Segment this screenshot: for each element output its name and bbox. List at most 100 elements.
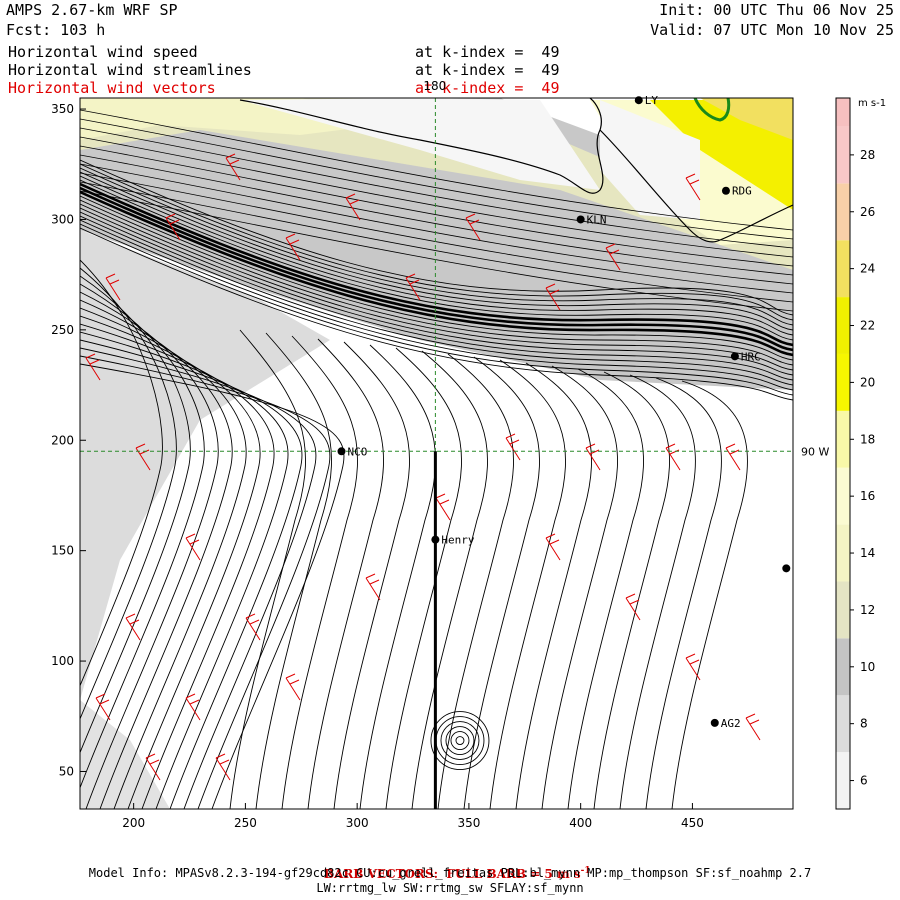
wind-speed-shading <box>80 98 793 809</box>
streamline <box>80 118 793 240</box>
y-tick-label: 300 <box>51 212 74 226</box>
wind-barb <box>95 693 111 721</box>
streamline <box>80 227 793 401</box>
grounding-line <box>693 98 731 122</box>
wind-barb <box>215 753 231 781</box>
colorbar-segment <box>836 353 850 411</box>
model-info: Model Info: MPASv8.2.3-194-gf29cd82c CU:… <box>88 866 812 880</box>
wind-barb <box>145 753 161 781</box>
colorbar-tick-label: 22 <box>860 319 875 333</box>
forecast-hour: Fcst: 103 h <box>6 21 106 39</box>
station-label: AG2 <box>721 717 741 730</box>
field-level-vectors: at k-index = 49 <box>415 79 560 97</box>
streamline <box>80 211 793 381</box>
speed-band-light <box>80 230 330 700</box>
streamline <box>80 203 793 371</box>
wind-barb <box>465 213 481 241</box>
colorbar-segment <box>836 240 850 298</box>
streamline <box>80 175 793 336</box>
wind-barb <box>345 193 361 221</box>
colorbar: 28 26 24 22 20 18 16 14 12 10 8 6 m s-1 <box>835 97 886 810</box>
streamline <box>80 339 303 809</box>
streamline <box>281 335 358 809</box>
station-marker <box>782 564 791 573</box>
streamline <box>80 171 793 331</box>
wind-barb <box>685 173 701 201</box>
wind-barbs <box>85 153 761 781</box>
field-level-speed: at k-index = 49 <box>415 43 560 61</box>
colorbar-tick-label: 16 <box>860 489 875 503</box>
y-tick-label: 150 <box>51 544 74 558</box>
streamline <box>80 136 793 258</box>
y-tick-label: 350 <box>51 102 74 116</box>
colorbar-tick-label: 18 <box>860 432 875 446</box>
station-marker <box>431 535 440 544</box>
y-tick-label: 200 <box>51 433 74 447</box>
model-info-line2: LW:rrtmg_lw SW:rrtmg_sw SFLAY:sf_mynn <box>316 881 584 895</box>
streamline <box>80 186 793 352</box>
wind-barb <box>285 673 301 701</box>
streamline <box>80 299 233 809</box>
speed-band-yellow <box>650 100 793 210</box>
streamline <box>80 154 793 276</box>
y-tick-label: 250 <box>51 323 74 337</box>
colorbar-segment <box>836 183 850 241</box>
colorbar-segment <box>836 126 850 184</box>
streamline-vortex <box>440 721 480 760</box>
field-name-speed: Horizontal wind speed <box>8 43 198 61</box>
streamline <box>80 215 793 386</box>
streamline <box>80 181 793 303</box>
wind-barb <box>185 533 201 561</box>
colorbar-tick-label: 8 <box>860 717 868 731</box>
streamline <box>359 344 436 809</box>
x-tick-label: 350 <box>457 816 480 830</box>
colorbar-segment <box>836 752 850 809</box>
x-tick-label: 200 <box>122 816 145 830</box>
colorbar-tick-label: 6 <box>860 774 868 788</box>
streamline <box>80 163 793 321</box>
streamline <box>80 291 219 809</box>
streamline-vortex <box>455 736 465 745</box>
station-label: LY <box>645 94 659 107</box>
wind-barb <box>545 283 561 311</box>
streamline <box>80 127 793 249</box>
wind-barb <box>225 153 241 181</box>
streamline <box>80 199 793 366</box>
streamline <box>80 207 793 376</box>
streamline <box>80 363 345 809</box>
map-gridlines <box>80 98 793 809</box>
speed-band-orange <box>700 98 793 140</box>
streamline <box>515 362 592 809</box>
wind-barb <box>625 593 641 621</box>
wind-barb <box>285 233 301 261</box>
land-area <box>240 98 600 190</box>
station-label: HRC <box>741 350 761 363</box>
streamlines <box>80 109 793 809</box>
wind-barb <box>185 693 201 721</box>
streamline <box>80 190 793 357</box>
field-name-streamlines: Horizontal wind streamlines <box>8 61 252 79</box>
streamline <box>80 331 289 809</box>
land-area-east <box>600 100 700 220</box>
field-level-streamlines: at k-index = 49 <box>415 61 560 79</box>
speed-band-sw <box>80 700 170 809</box>
colorbar-tick-label: 26 <box>860 205 875 219</box>
wind-barb <box>585 443 601 471</box>
station-label: NCO <box>348 445 368 458</box>
station-marker <box>634 96 643 105</box>
streamline <box>567 368 644 809</box>
x-tick-label: 250 <box>234 816 257 830</box>
meridian-label: 180 <box>423 79 446 93</box>
colorbar-tick-label: 28 <box>860 148 875 162</box>
model-title: AMPS 2.67-km WRF SP <box>6 1 178 19</box>
colorbar-segment <box>836 410 850 468</box>
x-tick-label: 450 <box>681 816 704 830</box>
streamline <box>333 341 410 809</box>
wind-barb <box>365 573 381 601</box>
streamline <box>80 219 793 391</box>
streamline <box>80 223 793 396</box>
streamline-vortex <box>430 711 490 770</box>
parallel-label: 90 W <box>801 445 829 458</box>
station-label: Henry <box>441 534 474 547</box>
